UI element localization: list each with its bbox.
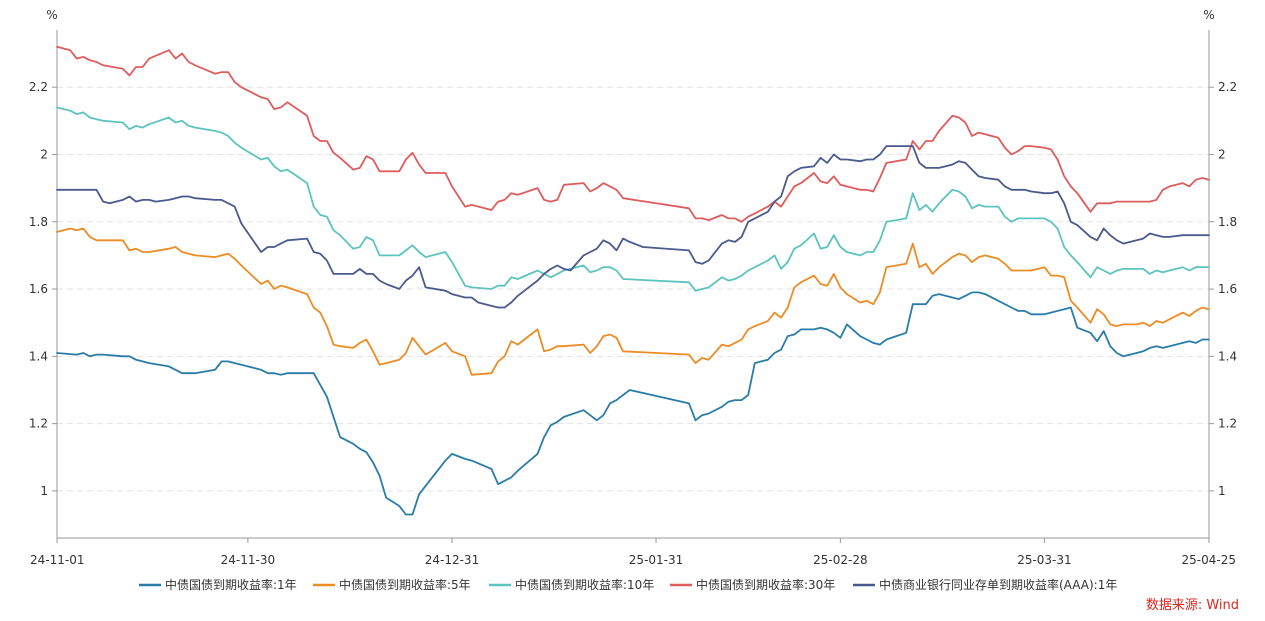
x-tick-label: 25-04-25 <box>1182 553 1236 567</box>
y-tick-label-right: 1.4 <box>1218 349 1237 363</box>
legend-label: 中债国债到期收益率:30年 <box>696 577 835 592</box>
y-tick-label-right: 1.6 <box>1218 282 1237 296</box>
grid-layer <box>57 86 1209 492</box>
y-tick-label-left: 1.8 <box>29 215 48 229</box>
y-tick-label-right: 1.8 <box>1218 215 1237 229</box>
legend-item-2[interactable]: 中债国债到期收益率:5年 <box>313 577 471 592</box>
legend-item-3[interactable]: 中债国债到期收益率:10年 <box>489 577 654 592</box>
y-tick-label-right: 2 <box>1218 147 1226 161</box>
x-tick-label: 24-11-30 <box>221 553 275 567</box>
y-tick-label-right: 2.2 <box>1218 80 1237 94</box>
x-tick-label: 25-02-28 <box>813 553 867 567</box>
y-tick-label-left: 1.6 <box>29 282 48 296</box>
legend-item-1[interactable]: 中债国债到期收益率:1年 <box>139 577 297 592</box>
x-tick-label: 24-11-01 <box>30 553 84 567</box>
series-layer <box>56 45 1210 516</box>
x-tick-label: 24-12-31 <box>425 553 479 567</box>
series-line-5 <box>56 145 1210 309</box>
series-line-4 <box>56 45 1210 223</box>
axis-layer: % % 1 1 1.2 1.2 1.4 1.4 1.6 1.6 1.8 1.8 2 2 2.2 2.2 24… <box>29 8 1237 567</box>
y-tick-label-left: 2.2 <box>29 80 48 94</box>
y-tick-label-right: 1.2 <box>1218 417 1237 431</box>
legend-label: 中债商业银行同业存单到期收益率(AAA):1年 <box>879 577 1117 592</box>
y-tick-label-left: 1.4 <box>29 349 48 363</box>
y-axis-unit-right: % <box>1203 8 1214 22</box>
series-line-1 <box>56 291 1210 516</box>
legend-item-4[interactable]: 中债国债到期收益率:30年 <box>670 577 835 592</box>
legend-label: 中债国债到期收益率:10年 <box>515 577 654 592</box>
legend-item-5[interactable]: 中债商业银行同业存单到期收益率(AAA):1年 <box>853 577 1117 592</box>
series-line-2 <box>56 227 1210 376</box>
x-tick-label: 25-01-31 <box>629 553 683 567</box>
x-tick-label: 25-03-31 <box>1017 553 1071 567</box>
legend-label: 中债国债到期收益率:1年 <box>165 577 297 592</box>
y-tick-label-left: 1 <box>40 484 48 498</box>
legend-label: 中债国债到期收益率:5年 <box>339 577 471 592</box>
data-source-label: 数据来源: Wind <box>1146 598 1239 613</box>
y-tick-label-right: 1 <box>1218 484 1226 498</box>
y-tick-label-left: 1.2 <box>29 417 48 431</box>
legend: 中债国债到期收益率:1年 中债国债到期收益率:5年 中债国债到期收益率:10年 中债国… <box>139 577 1117 592</box>
series-line-3 <box>56 106 1210 292</box>
y-axis-unit-left: % <box>46 8 57 22</box>
y-tick-label-left: 2 <box>40 147 48 161</box>
